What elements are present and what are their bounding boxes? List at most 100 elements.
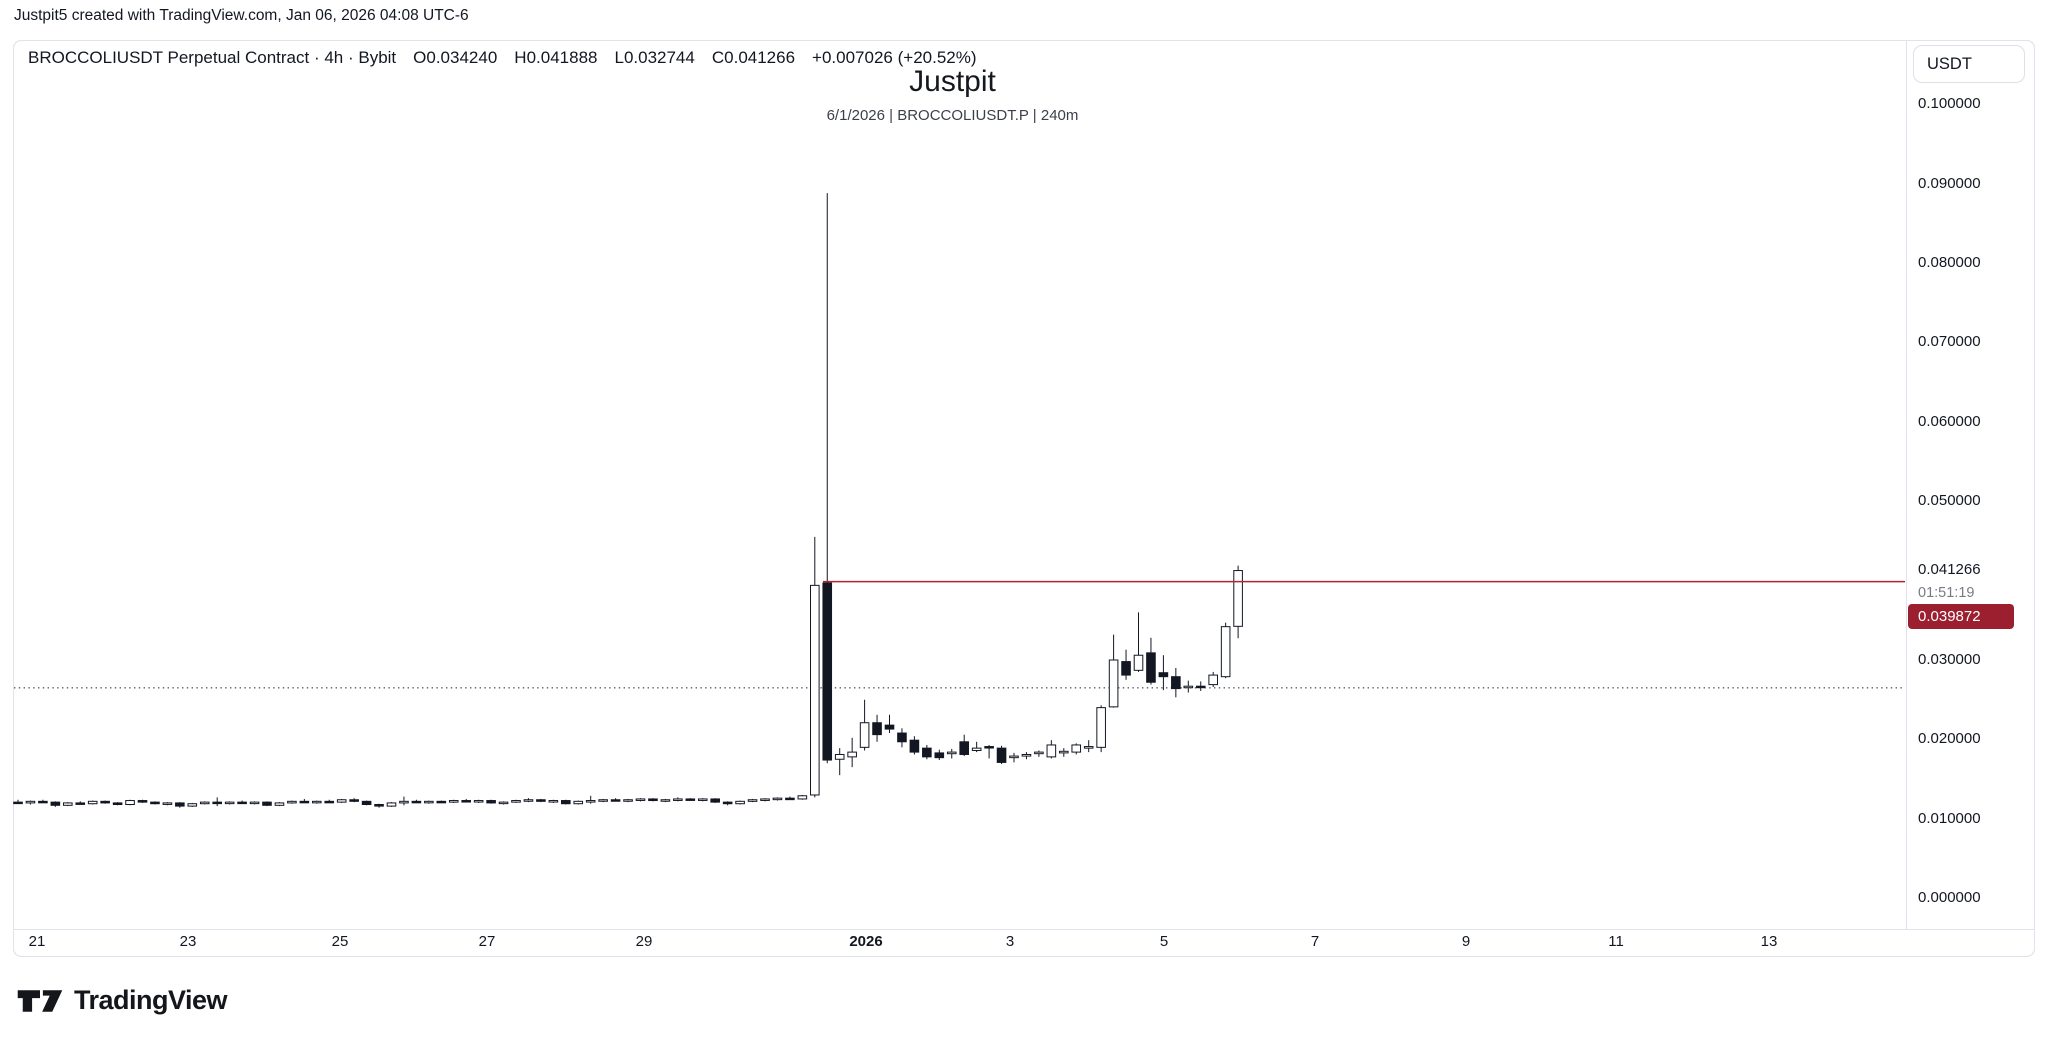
candle-body — [772, 797, 783, 801]
attribution-text: Justpit5 created with TradingView.com, J… — [14, 7, 469, 24]
candle-body — [523, 799, 534, 802]
candle-body — [1034, 751, 1044, 755]
ohlc-change: +0.007026 (+20.52%) — [812, 48, 977, 67]
candle-body — [224, 801, 235, 805]
candle-body — [125, 800, 135, 806]
candle-body — [810, 584, 820, 796]
candle-body — [237, 801, 247, 805]
candle-body — [797, 795, 808, 800]
candle-body — [959, 741, 970, 755]
time-axis-label: 23 — [179, 933, 197, 950]
panel-border — [13, 40, 2035, 957]
candle-body — [461, 800, 471, 803]
candle-body — [1121, 661, 1131, 676]
ohlc-close: C0.041266 — [711, 48, 796, 67]
candle-body — [312, 800, 322, 804]
candle-body — [274, 802, 285, 806]
candle-body — [299, 800, 310, 804]
candle-body — [785, 797, 795, 801]
candle-body — [573, 800, 584, 805]
candle-body — [1208, 674, 1219, 686]
tradingview-logo[interactable]: TradingView — [17, 985, 228, 1016]
candle-body — [934, 752, 945, 759]
candle-body — [536, 799, 546, 802]
candle-body — [909, 739, 920, 753]
candle-body — [561, 800, 571, 805]
candle-body — [610, 799, 621, 802]
candle-body — [38, 800, 48, 804]
candle-body — [249, 801, 260, 805]
candle-body — [710, 798, 721, 803]
symbol-title[interactable]: BROCCOLIUSDT Perpetual Contract · 4h · B… — [28, 48, 397, 67]
price-axis-label: 0.070000 — [1918, 333, 1981, 351]
candle-body — [336, 799, 347, 803]
candle-body — [946, 751, 957, 755]
currency-unit-button[interactable]: USDT — [1913, 45, 2025, 83]
candle-body — [1108, 659, 1119, 708]
candle-body — [1083, 746, 1094, 749]
candle-body — [872, 722, 882, 736]
candle-body — [884, 724, 895, 730]
candle-body — [75, 802, 86, 805]
candle-body — [1046, 744, 1057, 758]
candle-body — [648, 798, 658, 802]
candle-body — [287, 800, 297, 804]
candle-body — [63, 802, 73, 806]
candle-body — [971, 747, 982, 752]
candle-body — [1233, 570, 1243, 627]
candle-body — [1021, 753, 1032, 757]
price-axis-label: 0.000000 — [1918, 889, 1981, 907]
candle-body — [386, 802, 397, 807]
candle-body — [623, 799, 633, 802]
candle-body — [212, 801, 222, 805]
candle-body — [585, 800, 596, 803]
price-axis-label: 0.060000 — [1918, 412, 1981, 430]
candle-body — [697, 798, 708, 801]
candle-body — [996, 747, 1007, 763]
price-axis-label: 0.080000 — [1918, 254, 1981, 271]
candle-body — [1059, 750, 1069, 754]
candle-body — [411, 800, 422, 804]
candle-body — [87, 800, 98, 805]
candle-body — [847, 751, 857, 758]
last-price-value: 0.039872 — [1918, 608, 1981, 625]
price-axis-label: 0.010000 — [1918, 809, 1981, 827]
price-axis-label: 0.100000 — [1918, 95, 1981, 113]
candle-body — [834, 753, 845, 760]
candle-body — [1009, 755, 1019, 759]
time-axis-label: 25 — [331, 933, 349, 950]
candle-body — [324, 800, 335, 804]
candle-body — [1171, 676, 1181, 690]
candle-body — [150, 801, 160, 805]
price-axis-label: 0.050000 — [1918, 492, 1981, 510]
candle-body — [374, 804, 384, 807]
candle-body — [25, 800, 36, 804]
candle-body — [760, 798, 770, 801]
price-axis-label: 0.090000 — [1918, 174, 1981, 192]
close-price-label: 0.041266 — [1918, 561, 1981, 578]
candle-body — [1158, 672, 1169, 678]
candle-body — [473, 800, 484, 803]
candle-body — [984, 746, 994, 749]
symbol-header[interactable]: BROCCOLIUSDT Perpetual Contract · 4h · B… — [28, 48, 977, 68]
time-axis-label: 2026 — [849, 933, 883, 950]
candle-body — [673, 798, 683, 801]
currency-unit-label: USDT — [1927, 54, 1972, 73]
ohlc-open: O0.034240 — [413, 48, 498, 67]
candle-body — [498, 801, 509, 805]
ohlc-high: H0.041888 — [514, 48, 598, 67]
candle-body — [897, 732, 907, 743]
candle-body — [548, 800, 559, 803]
candle-body — [112, 802, 123, 806]
candle-body — [922, 747, 932, 758]
candle-body — [349, 799, 359, 802]
candle-body — [859, 722, 870, 748]
candle-body — [635, 798, 646, 801]
candle-body — [511, 800, 521, 803]
time-axis-label: 9 — [1461, 933, 1471, 950]
time-axis-label: 29 — [635, 933, 653, 950]
time-axis-label: 13 — [1760, 933, 1778, 950]
candle-body — [1146, 652, 1156, 683]
candle-body — [137, 800, 148, 803]
